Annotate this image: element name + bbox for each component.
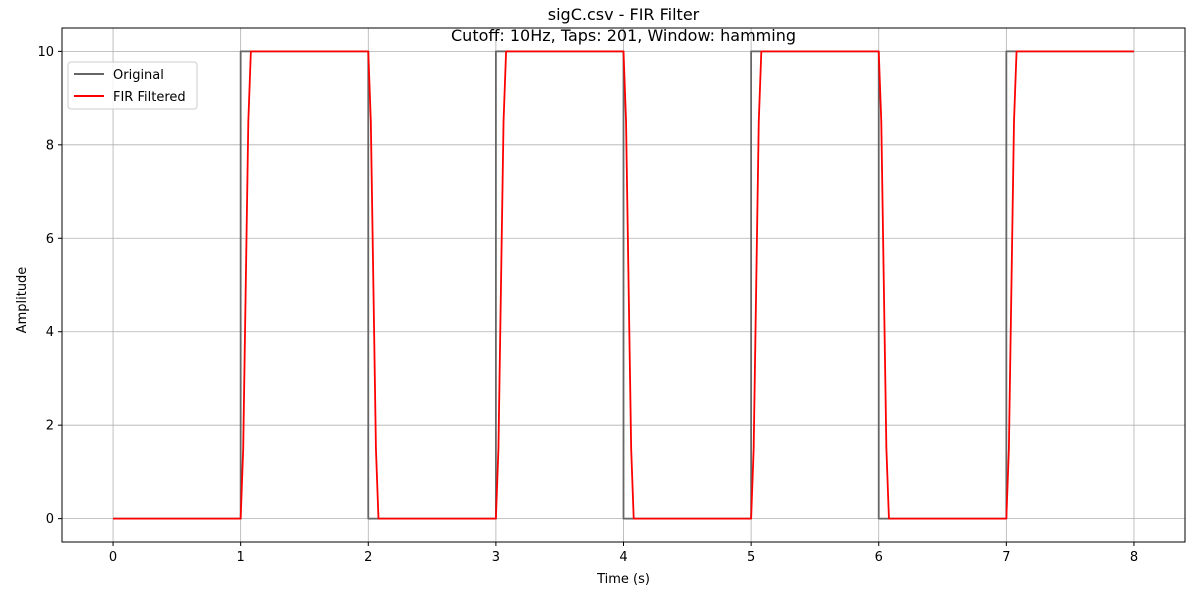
- x-tick-label: 5: [747, 550, 755, 565]
- y-tick-label: 6: [46, 232, 54, 247]
- x-tick-label: 1: [237, 550, 245, 565]
- series-line-original: [113, 51, 1134, 518]
- x-tick-label: 4: [619, 550, 627, 565]
- legend: Original FIR Filtered: [68, 62, 197, 109]
- y-axis-label: Amplitude: [15, 267, 30, 334]
- legend-label-original: Original: [113, 68, 164, 83]
- series-layer: [113, 51, 1134, 518]
- x-tick-label: 2: [364, 550, 372, 565]
- ticks: 0 1 2 3 4 5 6 7 8 0 2 4 6 8 10: [37, 45, 1138, 565]
- legend-label-fir-filtered: FIR Filtered: [113, 90, 186, 105]
- chart-subtitle: Cutoff: 10Hz, Taps: 201, Window: hamming: [451, 26, 796, 45]
- y-tick-label: 0: [46, 512, 54, 527]
- x-tick-label: 8: [1130, 550, 1138, 565]
- x-tick-label: 0: [109, 550, 117, 565]
- x-tick-label: 3: [492, 550, 500, 565]
- chart-title: sigC.csv - FIR Filter: [548, 5, 700, 24]
- y-tick-label: 10: [37, 45, 54, 60]
- x-tick-label: 7: [1002, 550, 1010, 565]
- y-tick-label: 2: [46, 419, 54, 434]
- y-tick-label: 8: [46, 138, 54, 153]
- x-axis-label: Time (s): [596, 572, 650, 587]
- x-tick-label: 6: [875, 550, 883, 565]
- y-tick-label: 4: [46, 325, 54, 340]
